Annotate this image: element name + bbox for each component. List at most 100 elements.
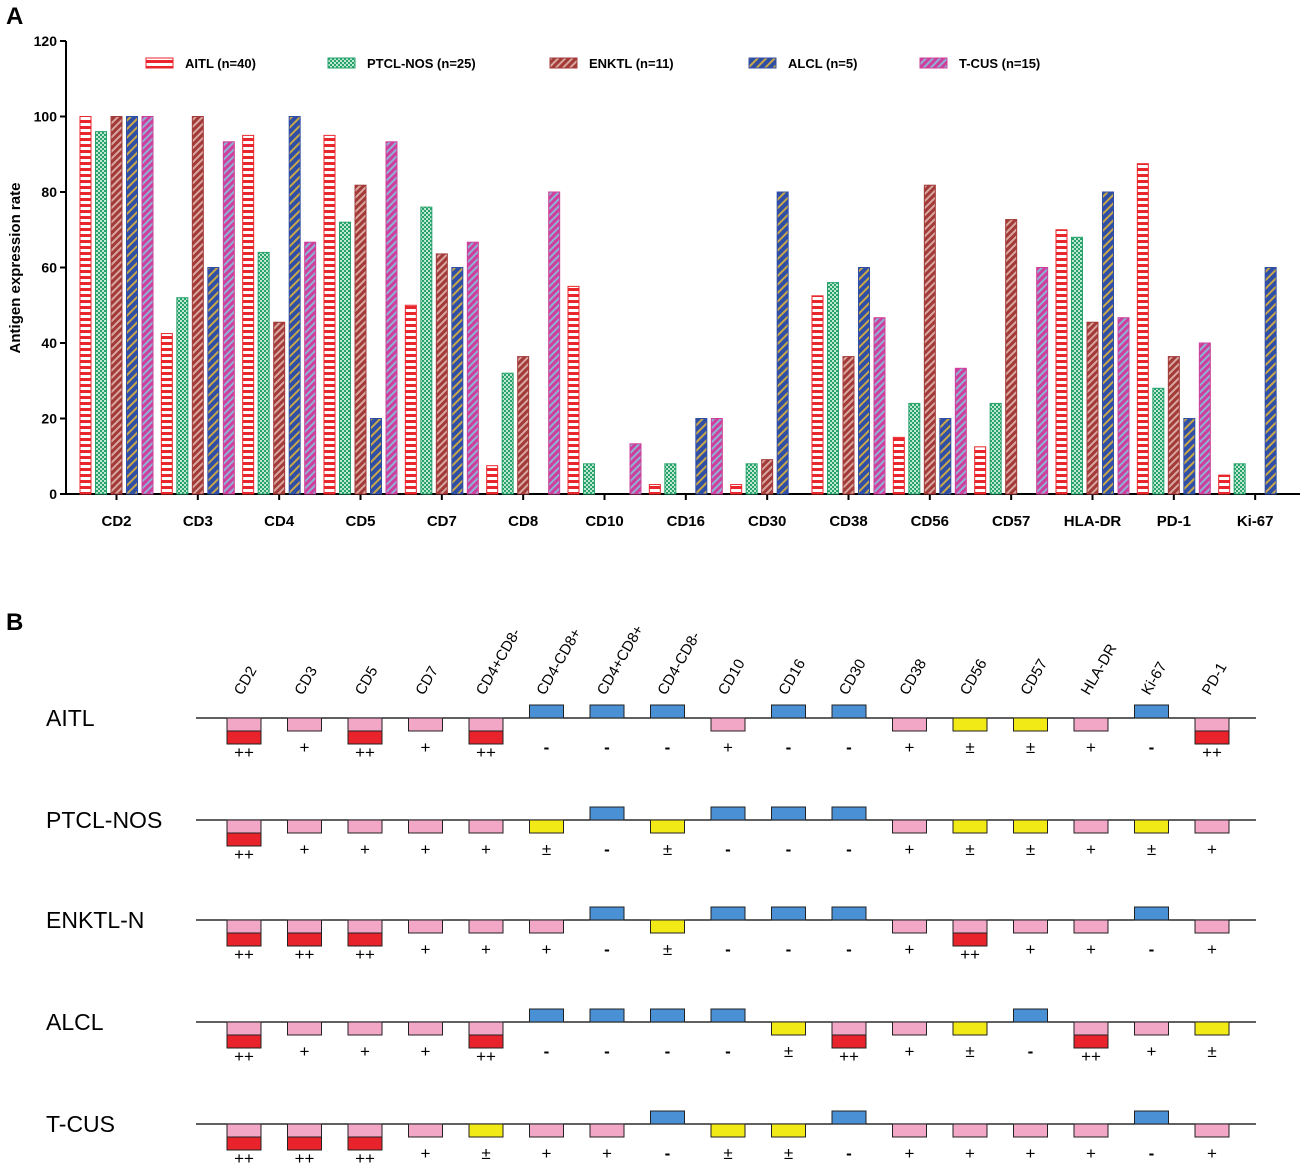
cell-enktl-n-cd3-upper [287,919,322,934]
level-symbol-enktl-n-ki-67: - [1149,940,1155,959]
level-symbol-aitl-cd4-cd8: - [604,738,610,757]
bar-ptcl-nos-cd30 [745,463,758,495]
cell-t-cus-cd3-upper [287,1123,322,1138]
x-tick-label-cd56: CD56 [911,513,949,530]
cell-t-cus-cd4-cd8 [589,1123,625,1138]
level-symbol-aitl-cd4-cd8: - [665,738,671,757]
cell-alcl-cd4-cd8-upper [468,1021,504,1036]
bar-ptcl-nos-cd57 [989,402,1002,495]
cell-aitl-ki-67-negative [1134,704,1169,719]
bar-t-cus-cd2 [141,116,154,495]
bar-alcl-ki-67 [1264,267,1277,495]
cell-ptcl-nos-cd56 [952,819,988,834]
level-symbol-aitl-cd10: + [723,738,733,757]
legend-label-enktl: ENKTL (n=11) [589,56,674,71]
cell-aitl-hla-dr [1073,717,1109,732]
level-symbol-ptcl-nos-cd57: ± [1026,840,1035,859]
cell-aitl-cd4-cd8-negative [529,704,564,719]
legend-label-alcl: ALCL (n=5) [788,56,857,71]
cell-ptcl-nos-cd30-negative [831,806,867,821]
cell-alcl-pd-1 [1194,1021,1230,1036]
cell-enktl-n-cd10-negative [710,906,746,921]
bar-aitl-ki-67 [1218,474,1231,495]
bar-t-cus-cd4 [304,241,317,495]
cell-enktl-n-cd4-cd8-negative [589,906,625,921]
cell-alcl-cd4-cd8-strong [468,1034,504,1049]
bar-aitl-cd56 [892,436,905,495]
marker-header-pd-1: PD-1 [1199,660,1231,698]
marker-header-cd10: CD10 [715,656,749,698]
cell-enktl-n-cd4-cd8 [650,919,685,934]
level-symbol-alcl-cd16: ± [784,1042,793,1061]
marker-header-cd38: CD38 [896,656,930,698]
bar-aitl-cd30 [730,484,743,495]
level-symbol-aitl-cd38: + [905,738,915,757]
cell-t-cus-cd30-negative [831,1110,867,1125]
y-tick-label: 100 [34,109,58,125]
x-tick-label-cd8: CD8 [508,513,538,530]
y-tick-label: 80 [41,184,57,200]
level-symbol-t-cus-cd16: ± [784,1144,793,1163]
bar-aitl-hla-dr [1055,229,1068,495]
cell-t-cus-cd7 [408,1123,443,1138]
level-symbol-ptcl-nos-cd5: + [360,840,370,859]
bar-aitl-cd3 [160,333,173,495]
marker-header-cd2: CD2 [231,664,261,698]
level-symbol-ptcl-nos-cd3: + [300,840,310,859]
level-symbol-alcl-cd10: - [725,1042,731,1061]
cell-alcl-hla-dr-upper [1073,1021,1109,1036]
cell-enktl-n-cd4-cd8 [468,919,504,934]
legend-swatch-alcl [748,57,777,69]
x-tick-label-cd5: CD5 [345,513,375,530]
row-label-aitl: AITL [46,705,95,731]
bar-ptcl-nos-cd2 [95,131,107,495]
cell-aitl-cd4-cd8-negative [589,704,625,719]
marker-header-cd4-cd8: CD4-CD8- [654,629,704,698]
level-symbol-t-cus-cd5: ++ [355,1149,375,1168]
bar-alcl-hla-dr [1102,191,1114,495]
x-tick-label-cd3: CD3 [183,513,213,530]
level-symbol-ptcl-nos-cd56: ± [965,840,974,859]
cell-enktl-n-ki-67-negative [1134,906,1169,921]
level-symbol-t-cus-cd4-cd8: + [602,1144,612,1163]
level-symbol-alcl-cd30: ++ [839,1047,859,1066]
cell-aitl-cd4-cd8-negative [650,704,685,719]
cell-enktl-n-cd3-strong [287,932,322,947]
bar-t-cus-cd3 [222,141,235,495]
cell-enktl-n-cd5-upper [347,919,383,934]
cell-aitl-cd4-cd8-upper [468,717,504,732]
level-symbol-alcl-cd5: + [360,1042,370,1061]
level-symbol-aitl-pd-1: ++ [1202,743,1222,762]
level-symbol-aitl-cd30: - [846,738,852,757]
bar-t-cus-cd57 [1036,267,1049,495]
bar-enktl-cd7 [435,253,448,495]
level-symbol-enktl-n-cd57: + [1026,940,1036,959]
cell-alcl-cd2-strong [226,1034,262,1049]
level-symbol-ptcl-nos-cd4-cd8: - [604,840,610,859]
cell-aitl-cd10 [710,717,746,732]
bar-alcl-cd38 [858,267,870,495]
bar-aitl-cd2 [79,116,92,495]
x-tick-label-ki-67: Ki-67 [1237,513,1274,530]
cell-enktl-n-cd56-strong [952,932,988,947]
cell-aitl-cd4-cd8-strong [468,730,504,745]
cell-t-cus-cd2-strong [226,1136,262,1151]
x-tick-label-cd57: CD57 [992,513,1030,530]
cell-enktl-n-cd7 [408,919,443,934]
panel-a-bar-chart: A Antigen expression rate 0 20 40 60 80 100 12… [6,3,1300,530]
bar-aitl-cd57 [974,446,987,495]
marker-header-cd16: CD16 [775,656,809,698]
marker-header-cd4-cd8: CD4+CD8- [473,626,525,698]
row-label-t-cus: T-CUS [46,1111,115,1137]
cell-ptcl-nos-cd7 [408,819,443,834]
bar-t-cus-cd10 [629,443,642,495]
level-symbol-aitl-cd2: ++ [234,743,254,762]
bar-alcl-cd30 [776,191,789,495]
bar-enktl-cd2 [110,116,123,495]
legend-label-t-cus: T-CUS (n=15) [959,56,1040,71]
cell-enktl-n-cd38 [892,919,927,934]
cell-enktl-n-cd2-upper [226,919,262,934]
bar-alcl-cd5 [370,418,382,495]
marker-header-cd3: CD3 [291,664,321,698]
bar-ptcl-nos-pd-1 [1152,387,1165,495]
